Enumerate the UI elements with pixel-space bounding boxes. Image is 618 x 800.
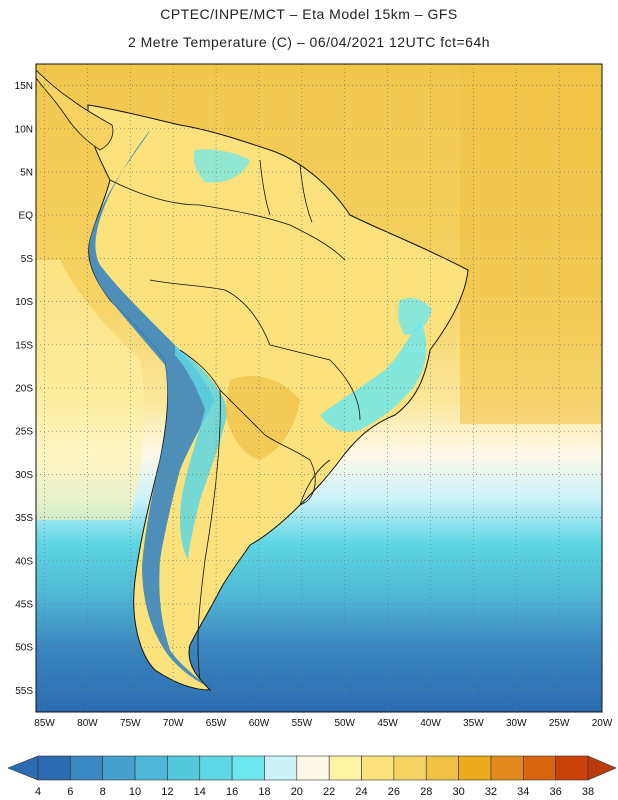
colorbar-swatch	[555, 755, 589, 781]
lat-tick-label: 45S	[15, 600, 33, 611]
colorbar-tick-label: 22	[323, 786, 335, 798]
colorbar-swatch	[522, 755, 556, 781]
lon-tick-label: 45W	[377, 718, 398, 729]
colorbar-swatch	[361, 755, 395, 781]
colorbar-tick-label: 34	[517, 786, 529, 798]
colorbar-tick-label: 8	[100, 786, 106, 798]
colorbar-tick-label: 38	[582, 786, 594, 798]
colorbar-tick-label: 16	[226, 786, 238, 798]
graticule	[36, 64, 602, 712]
lon-tick-label: 20W	[592, 718, 613, 729]
colorbar	[7, 755, 617, 781]
colorbar-tick-label: 20	[291, 786, 303, 798]
lon-tick-label: 30W	[506, 718, 527, 729]
lat-tick-label: 50S	[15, 643, 33, 654]
colorbar-tick-label: 28	[420, 786, 432, 798]
colorbar-tick-label: 12	[161, 786, 173, 798]
colorbar-tick-label: 32	[485, 786, 497, 798]
colorbar-swatch	[264, 755, 298, 781]
colorbar-tick-label: 36	[550, 786, 562, 798]
lat-tick-label: 15S	[15, 340, 33, 351]
lon-tick-label: 65W	[206, 718, 227, 729]
chart-title-line1: CPTEC/INPE/MCT – Eta Model 15km – GFS	[160, 6, 458, 22]
lat-tick-label: 25S	[15, 427, 33, 438]
lon-tick-label: 80W	[77, 718, 98, 729]
colorbar-tick-label: 14	[194, 786, 206, 798]
colorbar-swatch	[167, 755, 201, 781]
colorbar-swatch	[102, 755, 136, 781]
chart-title-line2: 2 Metre Temperature (C) – 06/04/2021 12U…	[127, 34, 491, 50]
colorbar-swatch	[458, 755, 492, 781]
colorbar-swatch	[70, 755, 104, 781]
longitude-axis: 85W 80W 75W 70W 65W 60W 55W 50W 45W 40W 35W 30W 25W 2…	[34, 718, 613, 729]
lon-tick-label: 25W	[549, 718, 570, 729]
colorbar-tick-label: 30	[452, 786, 464, 798]
lat-tick-label: 30S	[15, 470, 33, 481]
colorbar-swatch	[393, 755, 427, 781]
lon-tick-label: 35W	[463, 718, 484, 729]
central-america	[36, 69, 114, 151]
lat-tick-label: 20S	[15, 384, 33, 395]
lon-tick-label: 60W	[249, 718, 270, 729]
colorbar-tick-label: 6	[67, 786, 73, 798]
andes-cold-zone	[89, 130, 215, 685]
colorbar-tick-label: 24	[355, 786, 367, 798]
colorbar-swatch	[490, 755, 524, 781]
colorbar-swatch	[231, 755, 265, 781]
country-borders	[109, 159, 361, 681]
colorbar-swatch	[296, 755, 330, 781]
lat-tick-label: 35S	[15, 513, 33, 524]
lat-tick-label: 40S	[15, 556, 33, 567]
colorbar-swatch	[328, 755, 362, 781]
colorbar-min-arrow	[7, 755, 39, 781]
colorbar-tick-label: 4	[35, 786, 41, 798]
latitude-axis: 15N 10N 5N EQ 5S 10S 15S 20S 25S 30S 35S 40S 45S 50S 5…	[15, 81, 34, 697]
lat-tick-label: 5N	[20, 168, 33, 179]
lat-tick-label: 15N	[15, 81, 33, 92]
colorbar-max-arrow	[587, 755, 617, 781]
lon-tick-label: 50W	[334, 718, 355, 729]
colorbar-tick-label: 18	[258, 786, 270, 798]
colorbar-swatch	[134, 755, 168, 781]
colorbar-labels: 4 6 8 10 12 14 16 18 20 22 24 26 28 30 32 34 36 38	[35, 786, 594, 798]
lon-tick-label: 55W	[292, 718, 313, 729]
colorbar-tick-label: 10	[129, 786, 141, 798]
lat-tick-label: 10S	[15, 297, 33, 308]
lon-tick-label: 75W	[120, 718, 141, 729]
colorbar-swatch	[425, 755, 459, 781]
colorbar-swatch	[199, 755, 233, 781]
lon-tick-label: 70W	[163, 718, 184, 729]
lon-tick-label: 40W	[420, 718, 441, 729]
lat-tick-label: 55S	[15, 686, 33, 697]
plot-frame	[35, 63, 603, 713]
colorbar-tick-label: 26	[388, 786, 400, 798]
lat-tick-label: 10N	[15, 124, 33, 135]
colorbar-swatch	[37, 755, 71, 781]
lat-tick-label: EQ	[19, 211, 34, 222]
lon-tick-label: 85W	[34, 718, 55, 729]
lat-tick-label: 5S	[21, 254, 34, 265]
